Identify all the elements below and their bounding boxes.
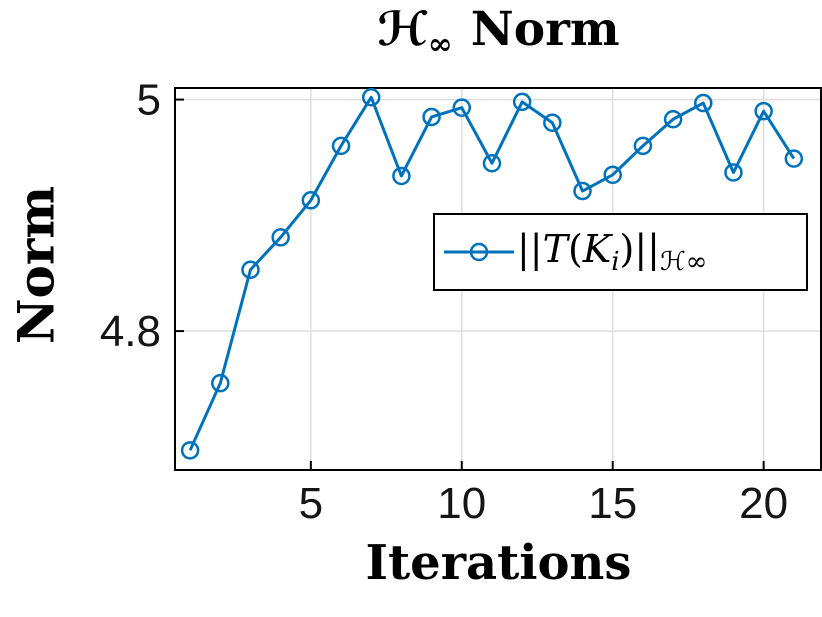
legend-bars-right: || — [634, 227, 660, 271]
legend-paren-close: ) — [619, 227, 635, 271]
title-word: Norm — [470, 2, 620, 57]
data-point-marker — [392, 166, 411, 186]
legend-sample-marker — [469, 242, 489, 262]
x-tick-label: 20 — [739, 479, 788, 528]
data-point-marker — [301, 191, 321, 210]
data-point-marker — [633, 136, 653, 156]
x-axis-label: Iterations — [365, 535, 632, 591]
data-point-marker — [784, 149, 804, 168]
data-point-marker — [603, 165, 622, 185]
legend-k: K — [582, 227, 612, 271]
data-point-marker — [452, 98, 472, 117]
chart-title: ℋ∞ Norm — [175, 2, 822, 62]
data-point-marker — [573, 181, 592, 201]
data-point-marker — [361, 88, 381, 107]
data-point-marker — [271, 228, 290, 247]
y-tick-label: 5 — [137, 76, 161, 125]
y-tick-label: 4.8 — [100, 307, 161, 356]
data-point-marker — [331, 136, 351, 156]
legend-paren-open: ( — [567, 227, 583, 271]
legend-bars-left: || — [517, 227, 543, 271]
data-point-marker — [482, 153, 502, 173]
legend-subscript-infinity: ∞ — [685, 247, 708, 277]
x-tick-label: 5 — [299, 479, 323, 528]
data-point-marker — [211, 373, 230, 393]
legend-subscript-h: ℋ — [659, 247, 686, 277]
title-infinity-subscript: ∞ — [427, 27, 453, 62]
data-point-marker — [543, 113, 562, 132]
legend-k-subscript: i — [611, 247, 620, 277]
data-point-marker — [694, 93, 713, 113]
data-point-marker — [512, 92, 532, 112]
axes-box — [174, 87, 822, 471]
legend-script-t: T — [542, 227, 568, 271]
x-tick-label: 15 — [588, 479, 637, 528]
y-axis-label: Norm — [6, 185, 66, 345]
data-point-marker — [754, 101, 773, 121]
legend-label: ||T(Ki)||ℋ∞ — [517, 227, 707, 277]
data-point-marker — [180, 441, 200, 460]
x-tick-label: 10 — [437, 479, 486, 528]
data-point-marker — [724, 163, 743, 182]
legend-line-marker-icon — [444, 242, 514, 262]
data-point-marker — [422, 107, 441, 127]
title-script-h: ℋ — [377, 2, 428, 57]
legend: ||T(Ki)||ℋ∞ — [433, 213, 808, 291]
data-point-marker — [663, 110, 683, 129]
data-line — [188, 95, 796, 451]
data-point-marker — [241, 260, 260, 279]
